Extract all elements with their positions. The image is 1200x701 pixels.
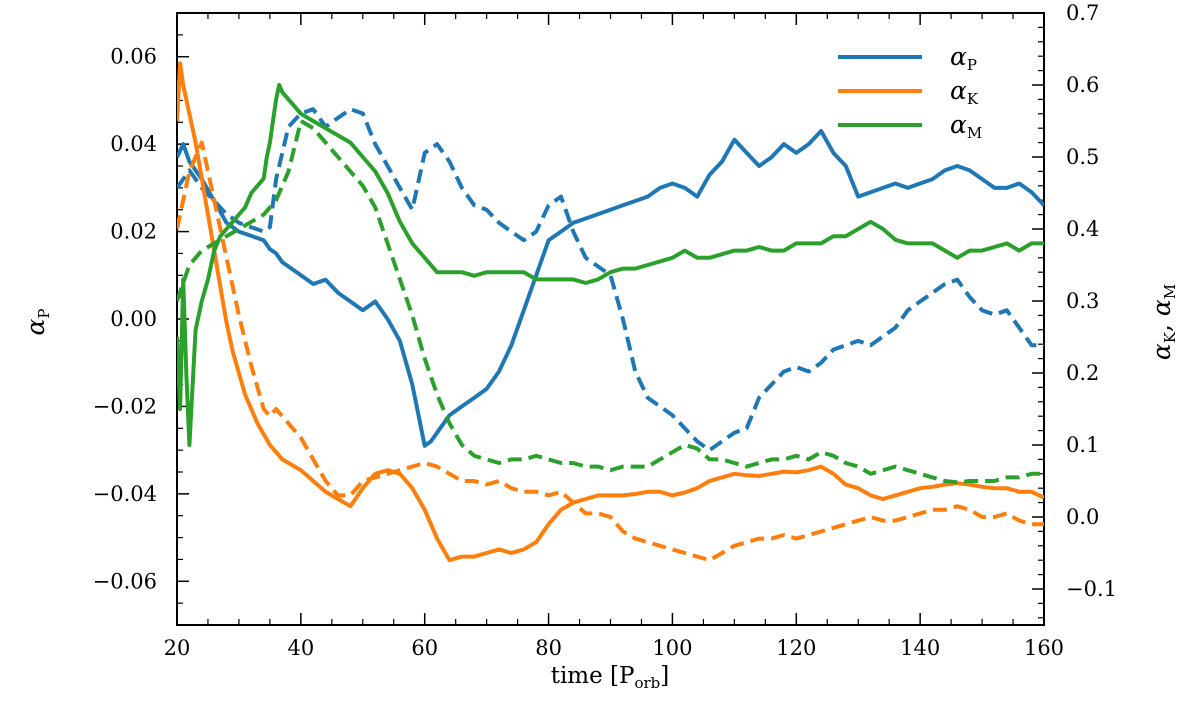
legend-label: αK: [950, 76, 979, 108]
series-line-5-dashed: [177, 119, 1044, 485]
x-axis-label-sub: orb: [634, 674, 660, 692]
x-axis-label-main: time [P: [551, 663, 635, 689]
y-left-label-main: α: [21, 318, 50, 335]
series-line-1-dashed: [177, 107, 1044, 453]
y-right-label-sep: ,: [1147, 316, 1176, 332]
y-left-tick-label: 0.00: [110, 307, 157, 331]
y-right-tick-label: −0.1: [1066, 577, 1117, 601]
y-right-tick-label: 0.7: [1066, 1, 1099, 25]
series-line-2-solid: [177, 61, 1044, 563]
y-left-tick-label: 0.02: [110, 220, 157, 244]
series-line-4-solid: [177, 83, 1044, 447]
axis-ticks: 20 40 60 80 100 120 140 160 −0.06 −0.04 −0.02 0.00 0…: [93, 1, 1117, 660]
x-axis-label: time [Porb]: [551, 663, 670, 692]
y-right-tick-label: 0.4: [1066, 217, 1099, 241]
y-right-tick-label: 0.5: [1066, 145, 1099, 169]
y-right-tick-label: 0.1: [1066, 433, 1099, 457]
series-layer: [177, 61, 1044, 563]
x-tick-label: 140: [900, 636, 940, 660]
plot-frame: [176, 12, 1045, 626]
y-axis-right-label: αK, αM: [1147, 284, 1179, 360]
legend-label-sub: P: [967, 56, 977, 74]
x-tick-label: 80: [535, 636, 562, 660]
y-right-tick-label: 0.0: [1066, 505, 1099, 529]
y-right-label-main2: α: [1147, 299, 1176, 316]
y-left-tick-label: −0.02: [93, 394, 157, 418]
series-line-3-dashed: [177, 140, 1044, 563]
x-tick-label: 120: [776, 636, 816, 660]
x-tick-label: 100: [652, 636, 692, 660]
legend-label-main: α: [950, 110, 967, 139]
y-right-label-sub2: M: [1161, 284, 1179, 299]
y-left-tick-label: −0.06: [93, 569, 157, 593]
y-left-tick-label: −0.04: [93, 482, 157, 506]
x-tick-label: 40: [287, 636, 314, 660]
series-line-0-solid: [177, 129, 1044, 448]
y-right-tick-label: 0.2: [1066, 361, 1099, 385]
y-left-tick-label: 0.04: [110, 132, 157, 156]
y-right-label-main1: α: [1147, 343, 1176, 360]
legend-label: αP: [950, 42, 977, 74]
x-tick-label: 160: [1024, 636, 1064, 660]
y-right-label-sub1: K: [1161, 331, 1179, 343]
legend-label-sub: M: [967, 124, 982, 142]
y-right-tick-label: 0.6: [1066, 73, 1099, 97]
legend-label-main: α: [950, 76, 967, 105]
legend-label-main: α: [950, 42, 967, 71]
y-left-tick-label: 0.06: [110, 45, 157, 69]
legend-label-sub: K: [967, 90, 979, 108]
x-axis-label-close: ]: [660, 663, 669, 689]
x-tick-label: 60: [411, 636, 438, 660]
y-left-label-sub: P: [35, 309, 53, 319]
legend-label: αM: [950, 110, 982, 142]
y-right-tick-label: 0.3: [1066, 289, 1099, 313]
x-tick-label: 20: [164, 636, 191, 660]
y-axis-left-label: αP: [21, 309, 53, 336]
